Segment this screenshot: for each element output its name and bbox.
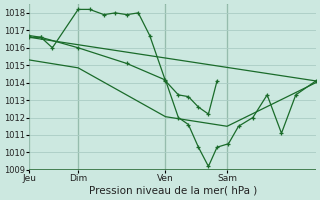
X-axis label: Pression niveau de la mer( hPa ): Pression niveau de la mer( hPa )	[89, 186, 257, 196]
